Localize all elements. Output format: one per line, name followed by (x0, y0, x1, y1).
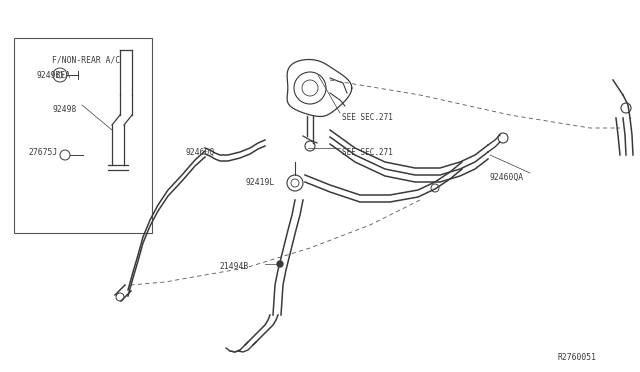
Text: 92460QA: 92460QA (490, 173, 524, 182)
Text: R2760051: R2760051 (558, 353, 597, 362)
Text: SEE SEC.271: SEE SEC.271 (342, 113, 393, 122)
Text: 92419L: 92419L (246, 178, 275, 187)
Text: 21494B: 21494B (219, 262, 248, 271)
Circle shape (277, 261, 283, 267)
Text: SEE SEC.271: SEE SEC.271 (342, 148, 393, 157)
Text: 92460Q: 92460Q (186, 148, 215, 157)
Text: 92498: 92498 (52, 105, 76, 114)
Text: F/NON-REAR A/C: F/NON-REAR A/C (52, 55, 120, 64)
Bar (14, 38, 152, 233)
Text: 27675J: 27675J (28, 148, 57, 157)
Text: 9249BEA: 9249BEA (36, 71, 70, 80)
